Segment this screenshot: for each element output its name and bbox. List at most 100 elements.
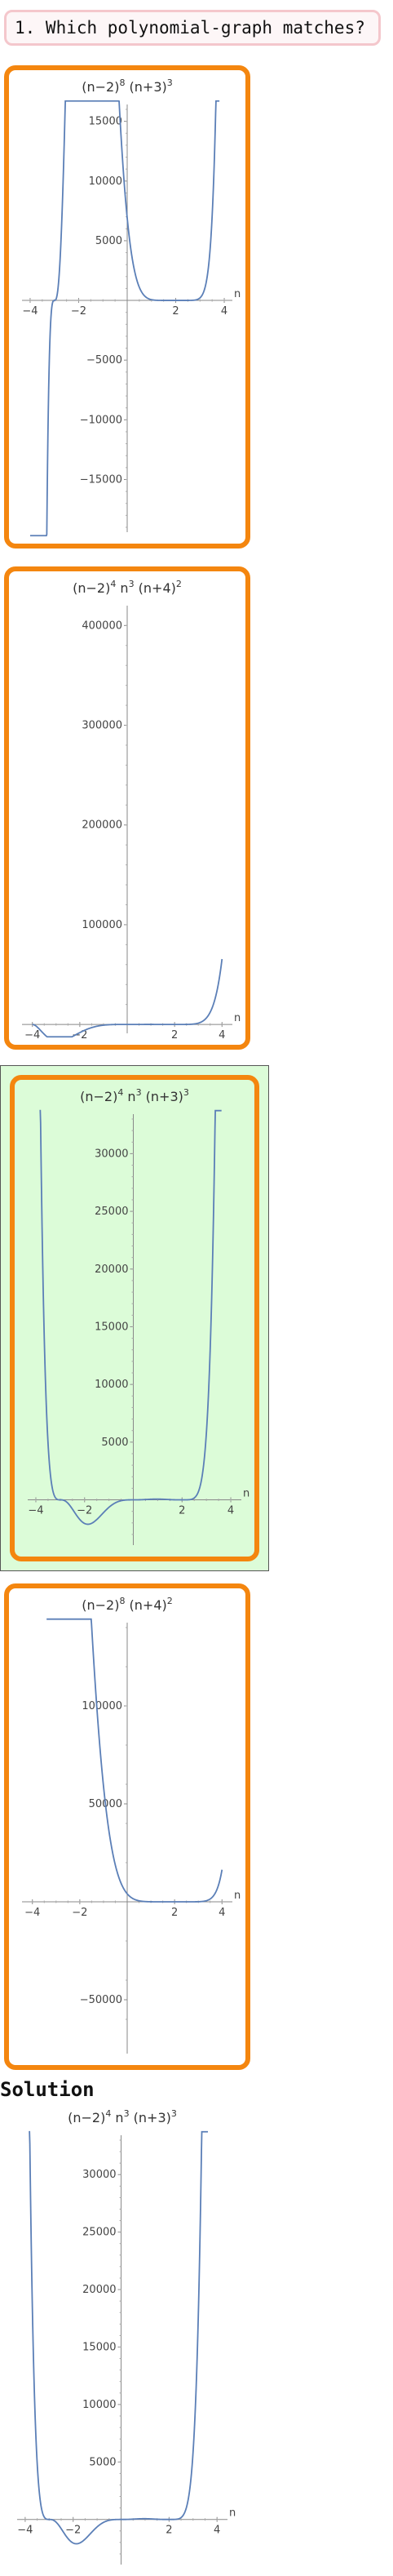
choice-plot-1: (n−2)8 (n+3)3 n −4 −2 2 4 −15000 −10000 −5000 500… xyxy=(22,78,241,537)
plot-title-part: 2 xyxy=(176,579,182,589)
x-tick-label: −2 xyxy=(71,305,86,318)
y-tick-label: 15000 xyxy=(89,116,122,128)
x-tick-label: −4 xyxy=(28,1505,43,1517)
x-tick-label: −4 xyxy=(22,305,38,318)
solution-plot: (n−2)4 n3 (n+3)3n−4 −2 2 450001000015000200… xyxy=(17,2108,236,2565)
x-tick-label: −4 xyxy=(24,1907,40,1919)
y-tick-label: 100000 xyxy=(82,919,122,931)
y-tick-label: 20000 xyxy=(95,1264,128,1276)
plot-title-part: (n−2) xyxy=(68,2110,105,2125)
plot-title: (n−2)4 n3 (n+3)3 xyxy=(68,2108,177,2125)
x-tick-label: 2 xyxy=(166,2525,172,2537)
plot-title-part: 4 xyxy=(110,579,116,589)
plot-title-part: 3 xyxy=(129,579,135,589)
plot-title-part: 2 xyxy=(167,1596,173,1606)
y-tick-label: 5000 xyxy=(101,1437,128,1449)
series-curve xyxy=(39,1109,222,1526)
plot-title: (n−2)8 (n+3)3 xyxy=(82,78,173,95)
y-tick-label: 10000 xyxy=(89,175,122,188)
x-tick-label: −4 xyxy=(24,1029,40,1042)
x-tick-label: 2 xyxy=(172,305,179,318)
y-tick-label: 25000 xyxy=(95,1206,128,1218)
y-tick-label: −50000 xyxy=(80,1994,122,2006)
series-curve xyxy=(32,958,223,1038)
x-tick-label: 4 xyxy=(219,1907,225,1919)
x-axis-label: n xyxy=(234,1890,241,1902)
y-tick-label: 300000 xyxy=(82,720,122,732)
plot-title-part: (n+3) xyxy=(125,79,166,95)
y-tick-label: 10000 xyxy=(82,2399,116,2411)
y-tick-label: 100000 xyxy=(82,1700,122,1712)
x-tick-label: −2 xyxy=(72,1029,87,1042)
y-tick-label: −5000 xyxy=(86,354,122,366)
plot-title-part: n xyxy=(116,580,128,596)
plot-title-part: 8 xyxy=(119,78,125,88)
choice-plot-2: (n−2)4 n3 (n+4)2n−4 −2 2 410000020000030000… xyxy=(22,579,241,1042)
x-tick-label: −2 xyxy=(65,2525,81,2537)
plot-title-part: n xyxy=(123,1089,135,1104)
y-tick-label: 200000 xyxy=(82,819,122,832)
y-tick-label: 30000 xyxy=(95,1148,128,1160)
series-curve xyxy=(29,100,220,537)
x-tick-label: −2 xyxy=(72,1907,87,1919)
choice-plot-3: (n−2)4 n3 (n+3)3n−4 −2 2 450001000015000200… xyxy=(28,1087,249,1545)
x-tick-label: 4 xyxy=(219,1029,225,1042)
plot-title-part: (n−2) xyxy=(82,79,119,95)
x-tick-label: 4 xyxy=(214,2525,220,2537)
x-tick-label: 4 xyxy=(221,305,227,318)
plot-title-part: n xyxy=(111,2110,123,2125)
plot-title-part: (n−2) xyxy=(80,1089,117,1104)
y-tick-label: 20000 xyxy=(82,2284,116,2296)
y-tick-label: 25000 xyxy=(82,2227,116,2239)
series-curve xyxy=(46,1618,223,1903)
choice-option-3[interactable]: (n−2)4 n3 (n+3)3 n −4 −2 2 4 5000 10000 15000 200… xyxy=(10,1075,259,1561)
y-tick-label: 15000 xyxy=(95,1321,128,1333)
plot-axes xyxy=(17,2135,227,2565)
y-tick-label: 400000 xyxy=(82,620,122,632)
y-tick-label: −15000 xyxy=(80,473,122,486)
y-tick-label: 5000 xyxy=(95,235,122,247)
plot-title-part: (n+4) xyxy=(125,1597,166,1613)
plot-title-part: 4 xyxy=(105,2108,111,2119)
x-tick-label: 2 xyxy=(179,1505,185,1517)
plot-title-part: 8 xyxy=(119,1596,125,1606)
plot-title-part: (n+4) xyxy=(135,580,176,596)
x-tick-label: 2 xyxy=(171,1907,178,1919)
x-axis-label: n xyxy=(234,288,241,300)
plot-axes xyxy=(22,104,232,532)
plot-title-part: 3 xyxy=(171,2108,177,2119)
question-title: 1. Which polynomial‐graph matches? xyxy=(4,10,381,46)
x-tick-label: −4 xyxy=(17,2525,33,2537)
plot-title: (n−2)4 n3 (n+4)2 xyxy=(73,579,182,596)
solution-heading: Solution xyxy=(0,2078,95,2101)
y-tick-label: 10000 xyxy=(95,1379,128,1391)
plot-title-part: 3 xyxy=(124,2108,130,2119)
plot-axes xyxy=(22,1623,232,2054)
plot-title: (n−2)4 n3 (n+3)3 xyxy=(80,1087,189,1104)
choice-option-4[interactable]: (n−2)8 (n+4)2 n −4 −2 2 4 −50000 50000 100000 xyxy=(4,1583,250,2070)
choice-option-1[interactable]: (n−2)8 (n+3)3 n −4 −2 2 4 −15000 −10000 −5000 500… xyxy=(4,65,250,549)
plot-title-part: 3 xyxy=(167,78,173,88)
plot-title: (n−2)8 (n+4)2 xyxy=(82,1596,173,1613)
plot-title-part: 3 xyxy=(136,1087,142,1098)
x-axis-label: n xyxy=(234,1012,241,1024)
plot-title-part: (n−2) xyxy=(73,580,110,596)
x-axis-label: n xyxy=(229,2507,236,2520)
plot-title-part: 3 xyxy=(183,1087,189,1098)
plot-title-part: (n+3) xyxy=(142,1089,183,1104)
x-tick-label: −2 xyxy=(77,1505,92,1517)
plot-title-part: 4 xyxy=(117,1087,123,1098)
x-tick-label: 4 xyxy=(227,1505,234,1517)
series-curve xyxy=(29,2130,208,2545)
plot-axes xyxy=(28,1114,241,1545)
y-tick-label: 30000 xyxy=(82,2169,116,2181)
plot-title-part: (n+3) xyxy=(130,2110,171,2125)
plot-axes xyxy=(22,606,232,1033)
y-tick-label: 5000 xyxy=(89,2456,116,2468)
y-tick-label: 15000 xyxy=(82,2341,116,2353)
choice-option-2[interactable]: (n−2)4 n3 (n+4)2 n −4 −2 2 4 100000 200000 30000… xyxy=(4,566,250,1050)
y-tick-label: −10000 xyxy=(80,414,122,426)
x-axis-label: n xyxy=(243,1488,249,1500)
x-tick-label: 2 xyxy=(171,1029,178,1042)
